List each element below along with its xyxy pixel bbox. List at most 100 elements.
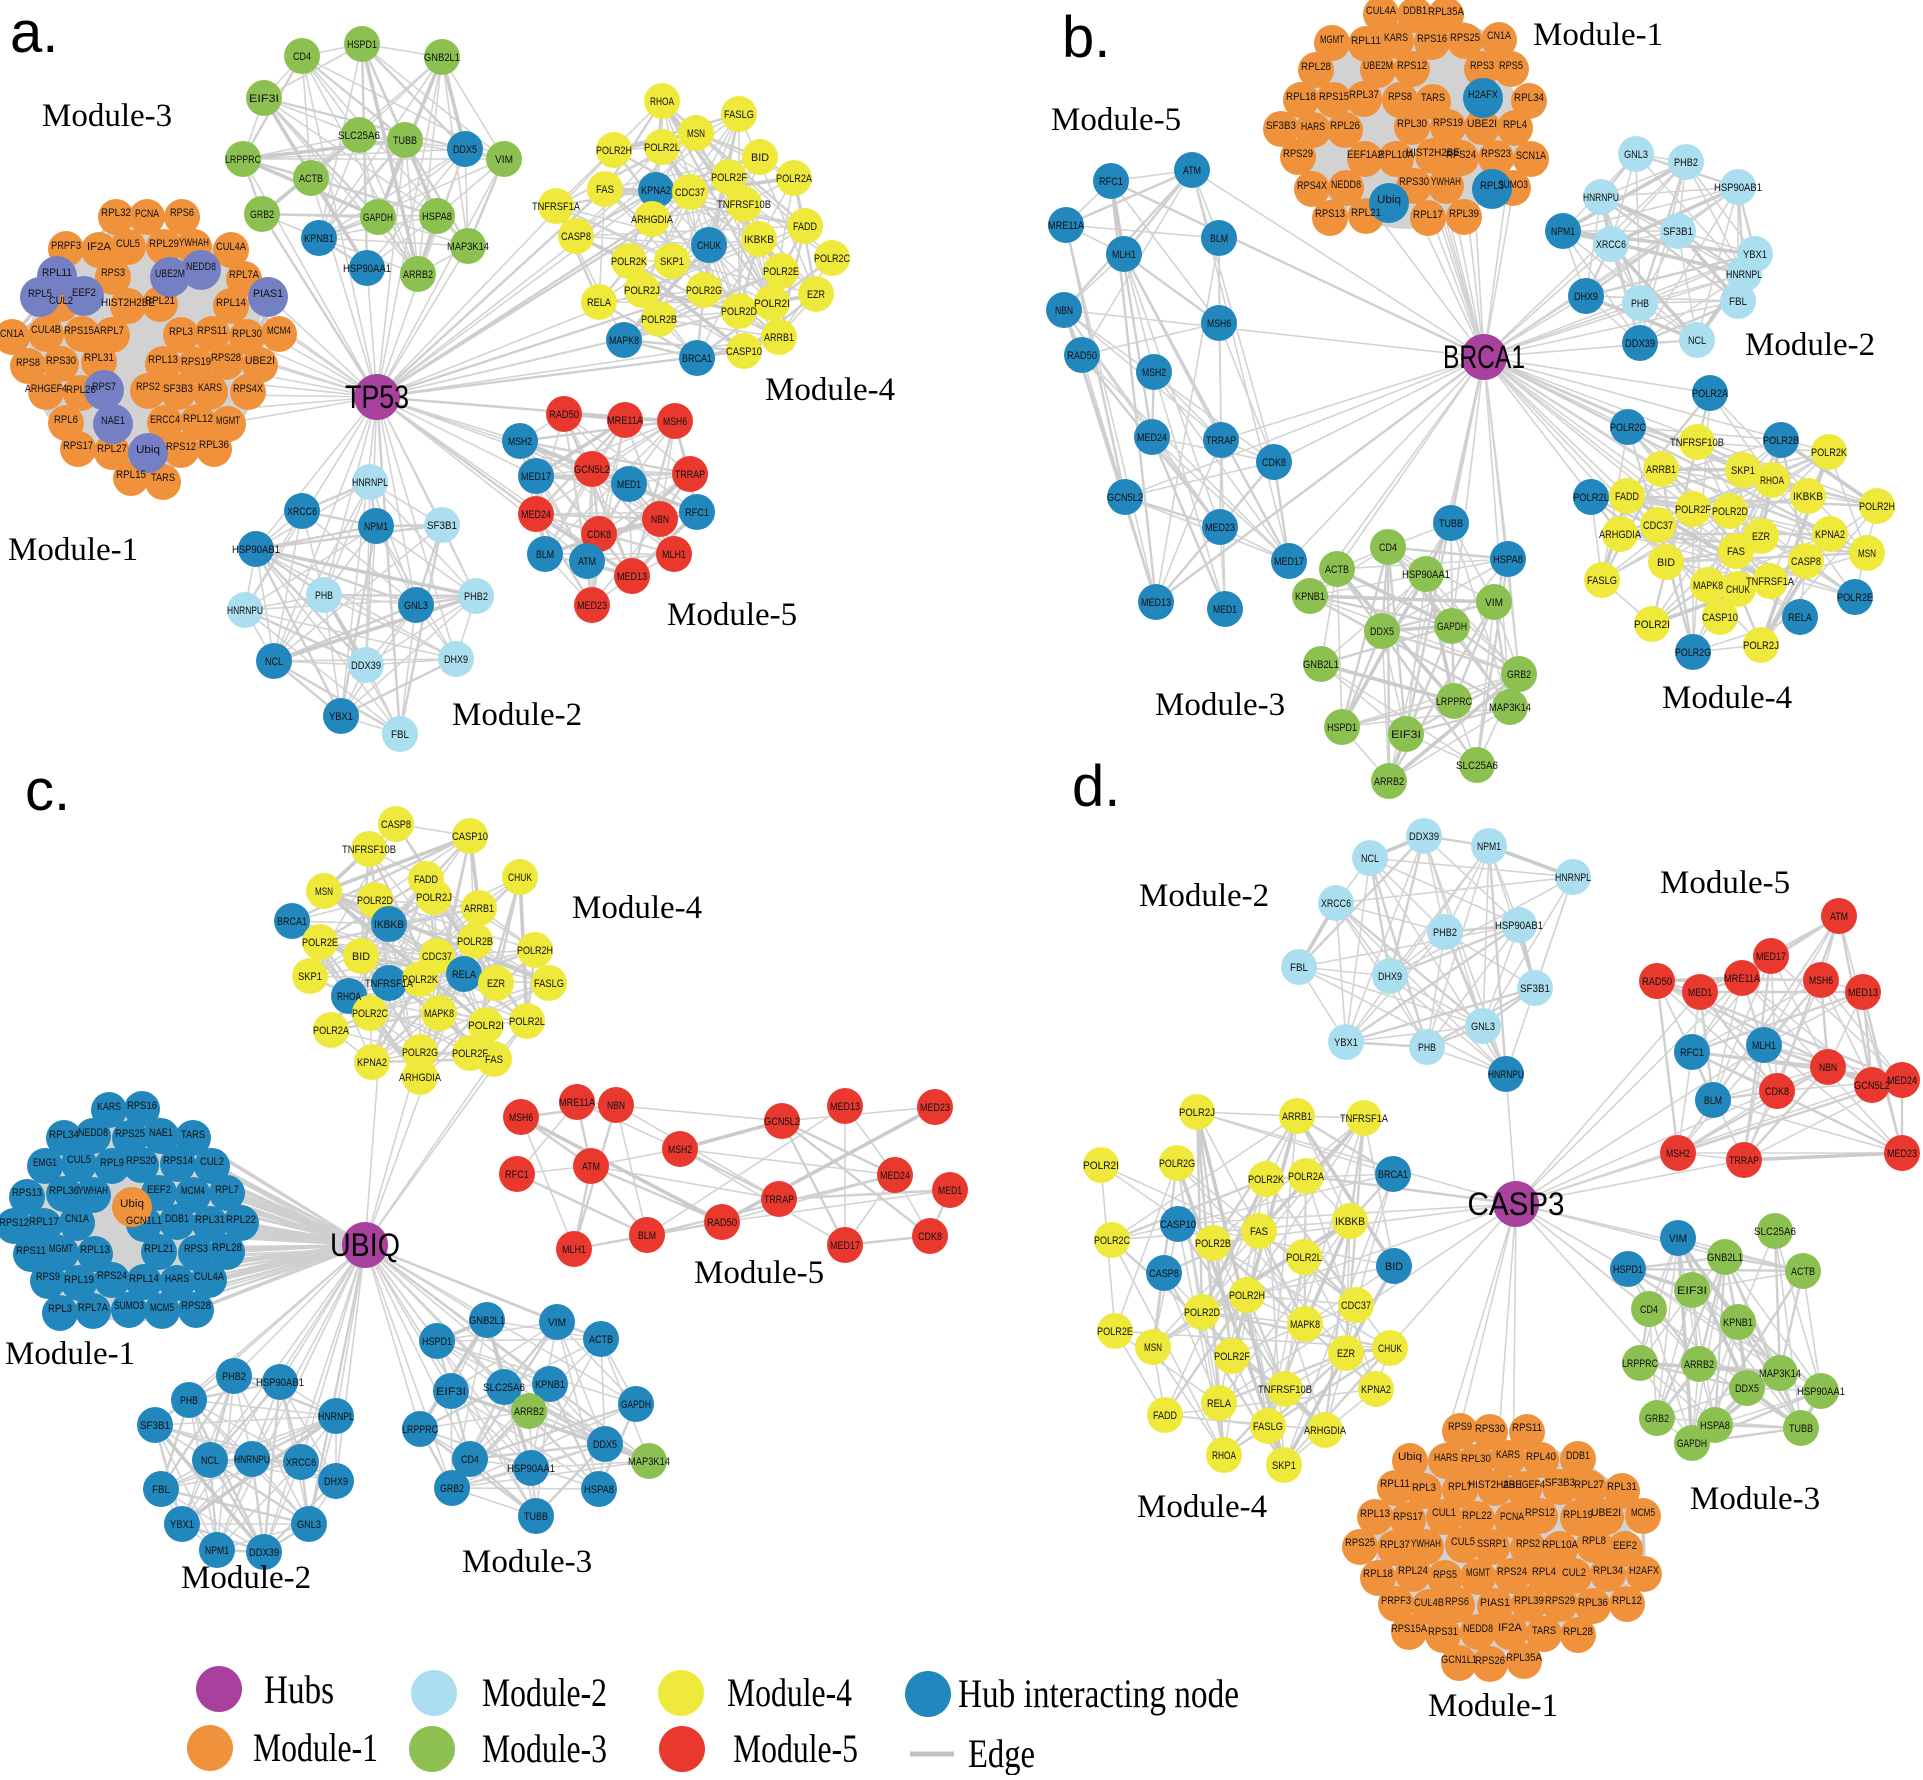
svg-text:HNRNPL: HNRNPL bbox=[318, 1411, 354, 1423]
svg-text:MRE11A: MRE11A bbox=[607, 415, 644, 427]
svg-text:RPS25: RPS25 bbox=[1450, 32, 1480, 44]
svg-text:ATM: ATM bbox=[1183, 165, 1201, 177]
svg-text:SF3B3: SF3B3 bbox=[1266, 120, 1296, 132]
svg-text:Module-1: Module-1 bbox=[5, 1336, 135, 1372]
svg-text:RPS11: RPS11 bbox=[16, 1245, 46, 1257]
svg-text:CD4: CD4 bbox=[293, 51, 311, 63]
svg-text:RPS14: RPS14 bbox=[163, 1155, 193, 1167]
svg-text:RPS30: RPS30 bbox=[1399, 176, 1429, 188]
svg-text:RPL21: RPL21 bbox=[144, 1243, 174, 1255]
svg-text:Module-2: Module-2 bbox=[1139, 878, 1269, 914]
svg-text:RPL13: RPL13 bbox=[1360, 1508, 1390, 1520]
svg-text:POLR2L: POLR2L bbox=[1286, 1252, 1322, 1264]
svg-text:CHUK: CHUK bbox=[1378, 1343, 1403, 1355]
svg-text:DDB1: DDB1 bbox=[165, 1213, 189, 1225]
svg-text:KPNA2: KPNA2 bbox=[357, 1057, 387, 1069]
svg-text:YBX1: YBX1 bbox=[1334, 1037, 1358, 1049]
svg-text:DDB1: DDB1 bbox=[1403, 5, 1427, 17]
svg-text:ACTB: ACTB bbox=[1325, 564, 1349, 576]
svg-text:RPL31: RPL31 bbox=[84, 352, 114, 364]
svg-text:CASP8: CASP8 bbox=[561, 231, 591, 243]
svg-text:RPS15A: RPS15A bbox=[1391, 1623, 1428, 1635]
svg-text:Module-3: Module-3 bbox=[1690, 1481, 1820, 1517]
svg-text:SF3B3: SF3B3 bbox=[1545, 1477, 1575, 1489]
svg-text:MAPK8: MAPK8 bbox=[424, 1008, 454, 1020]
svg-text:RPS4X: RPS4X bbox=[233, 383, 264, 395]
svg-text:MSN: MSN bbox=[1144, 1342, 1162, 1354]
svg-text:NBN: NBN bbox=[651, 514, 669, 526]
svg-text:MAP3K14: MAP3K14 bbox=[628, 1456, 670, 1468]
svg-text:RHOA: RHOA bbox=[1760, 475, 1785, 487]
svg-text:HSP90AA1: HSP90AA1 bbox=[1797, 1386, 1845, 1398]
svg-text:MSH6: MSH6 bbox=[663, 416, 687, 428]
svg-text:VIM: VIM bbox=[548, 1317, 566, 1329]
svg-text:GNL3: GNL3 bbox=[1471, 1021, 1495, 1033]
svg-text:HSPA8: HSPA8 bbox=[1493, 554, 1523, 566]
svg-text:FAS: FAS bbox=[485, 1054, 503, 1066]
svg-text:POLR2B: POLR2B bbox=[641, 314, 677, 326]
svg-text:FADD: FADD bbox=[414, 874, 438, 886]
svg-text:SUMO3: SUMO3 bbox=[114, 1300, 144, 1312]
svg-text:RPL18: RPL18 bbox=[1363, 1568, 1393, 1580]
svg-text:TRRAP: TRRAP bbox=[1206, 435, 1236, 447]
svg-text:DDX39: DDX39 bbox=[351, 660, 381, 672]
svg-text:HSPD1: HSPD1 bbox=[1327, 722, 1357, 734]
svg-text:RELA: RELA bbox=[1788, 612, 1813, 624]
svg-text:Module-2: Module-2 bbox=[482, 1670, 607, 1715]
svg-text:UBE2I: UBE2I bbox=[245, 355, 275, 367]
svg-text:HNRNPU: HNRNPU bbox=[234, 1454, 270, 1466]
svg-text:UBIQ: UBIQ bbox=[330, 1227, 400, 1263]
svg-text:POLR2L: POLR2L bbox=[1573, 492, 1609, 504]
svg-text:TARS: TARS bbox=[1532, 1625, 1556, 1637]
svg-text:XRCC6: XRCC6 bbox=[1321, 898, 1351, 910]
svg-text:POLR2C: POLR2C bbox=[1094, 1235, 1130, 1247]
svg-text:HSP90AA1: HSP90AA1 bbox=[507, 1463, 555, 1475]
svg-text:TRRAP: TRRAP bbox=[1729, 1155, 1759, 1167]
svg-text:PHB: PHB bbox=[180, 1395, 198, 1407]
svg-text:DDX5: DDX5 bbox=[453, 144, 477, 156]
svg-text:RFC1: RFC1 bbox=[685, 507, 709, 519]
svg-text:CD4: CD4 bbox=[461, 1454, 479, 1466]
svg-text:POLR2G: POLR2G bbox=[686, 285, 722, 297]
svg-text:RPS4X: RPS4X bbox=[1297, 180, 1328, 192]
svg-text:KPNB1: KPNB1 bbox=[535, 1379, 565, 1391]
svg-text:NPM1: NPM1 bbox=[205, 1545, 229, 1557]
svg-text:KPNA2: KPNA2 bbox=[641, 185, 671, 197]
svg-text:LRPPRC: LRPPRC bbox=[225, 154, 261, 166]
svg-text:GCN1L1: GCN1L1 bbox=[1441, 1654, 1477, 1666]
svg-text:DHX9: DHX9 bbox=[1574, 291, 1598, 303]
svg-text:GNL3: GNL3 bbox=[1624, 149, 1648, 161]
svg-text:RPS30: RPS30 bbox=[46, 355, 76, 367]
svg-text:POLR2A: POLR2A bbox=[313, 1025, 350, 1037]
svg-text:RPL12: RPL12 bbox=[1612, 1595, 1642, 1607]
svg-text:CUL5: CUL5 bbox=[67, 1154, 91, 1166]
svg-text:CUL1: CUL1 bbox=[1432, 1507, 1456, 1519]
svg-text:HIST2H2BE: HIST2H2BE bbox=[101, 297, 155, 309]
svg-text:RPL5: RPL5 bbox=[28, 288, 52, 300]
svg-text:RPL24: RPL24 bbox=[1398, 1565, 1428, 1577]
svg-text:PHB2: PHB2 bbox=[464, 591, 488, 603]
svg-text:MED23: MED23 bbox=[577, 600, 607, 612]
svg-text:RPL26: RPL26 bbox=[1330, 120, 1360, 132]
svg-text:DDX39: DDX39 bbox=[1625, 338, 1655, 350]
svg-text:NAE1: NAE1 bbox=[101, 415, 125, 427]
svg-text:NPM1: NPM1 bbox=[364, 521, 388, 533]
svg-text:RPL3: RPL3 bbox=[48, 1303, 72, 1315]
svg-text:GNB2L1: GNB2L1 bbox=[469, 1315, 505, 1327]
svg-text:POLR2J: POLR2J bbox=[416, 892, 452, 904]
svg-text:POLR2C: POLR2C bbox=[814, 253, 850, 265]
svg-text:RPL22: RPL22 bbox=[1462, 1510, 1492, 1522]
svg-text:RPS3: RPS3 bbox=[1470, 60, 1494, 72]
svg-text:UBE2M: UBE2M bbox=[1363, 60, 1393, 72]
svg-text:Module-4: Module-4 bbox=[727, 1670, 852, 1715]
svg-text:MAPK8: MAPK8 bbox=[1693, 580, 1723, 592]
svg-text:SLC25A6: SLC25A6 bbox=[338, 130, 380, 142]
svg-text:Module-1: Module-1 bbox=[253, 1725, 378, 1770]
svg-text:KARS: KARS bbox=[198, 382, 222, 394]
svg-text:SLC25A6: SLC25A6 bbox=[1754, 1226, 1796, 1238]
svg-text:Hubs: Hubs bbox=[264, 1667, 334, 1712]
svg-text:MSH6: MSH6 bbox=[1207, 318, 1231, 330]
svg-text:GCN5L2: GCN5L2 bbox=[574, 464, 610, 476]
svg-text:RPS25: RPS25 bbox=[1345, 1537, 1375, 1549]
svg-text:POLR2A: POLR2A bbox=[776, 173, 813, 185]
